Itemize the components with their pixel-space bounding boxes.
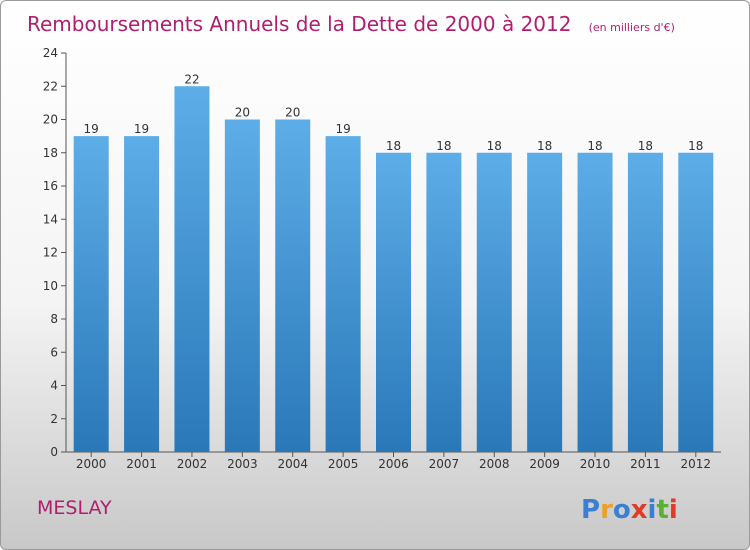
y-tick-label: 2 xyxy=(50,412,58,426)
logo-letter: t xyxy=(656,495,668,525)
bar-2008 xyxy=(476,152,512,452)
x-tick-label: 2000 xyxy=(76,457,107,471)
bar-2010 xyxy=(577,152,613,452)
bar-value-label: 18 xyxy=(638,139,653,153)
bar-2009 xyxy=(527,152,563,452)
x-tick-labels: 2000 2001 2002 2003 2004 2005 2006 2007 2008 2009… xyxy=(76,452,711,471)
chart-unit-note: (en milliers d'€) xyxy=(589,21,675,34)
chart-title: Remboursements Annuels de la Dette de 20… xyxy=(27,12,675,36)
commune-name: MESLAY xyxy=(37,497,112,519)
y-tick-label: 22 xyxy=(43,79,58,93)
y-tick-label: 8 xyxy=(50,312,58,326)
y-tick-label: 20 xyxy=(43,113,58,127)
logo-letter: r xyxy=(600,495,613,525)
x-tick-label: 2004 xyxy=(277,457,308,471)
bar-value-label: 18 xyxy=(537,139,552,153)
logo-letter: o xyxy=(613,495,631,525)
proxiti-logo: Proxiti xyxy=(581,495,678,525)
bar-2001 xyxy=(124,136,160,452)
x-tick-label: 2011 xyxy=(630,457,661,471)
bar-2006 xyxy=(376,152,411,452)
x-tick-label: 2009 xyxy=(529,457,560,471)
x-tick-label: 2007 xyxy=(429,457,460,471)
bar-value-label: 18 xyxy=(436,139,451,153)
logo-letter: i xyxy=(669,495,678,525)
logo-letter: i xyxy=(648,495,657,525)
bar-value-label: 18 xyxy=(587,139,602,153)
y-tick-label: 0 xyxy=(50,445,58,459)
x-tick-label: 2006 xyxy=(378,457,409,471)
bar-2011 xyxy=(627,152,663,452)
y-tick-label: 24 xyxy=(43,46,58,60)
logo-letter: P xyxy=(581,495,600,525)
bar-value-label: 20 xyxy=(235,106,250,120)
bars: 19 19 22 20 20 19 18 18 18 18 18 18 18 xyxy=(73,72,714,452)
chart-title-main: Remboursements Annuels de la Dette de 20… xyxy=(27,12,571,36)
bar-value-label: 19 xyxy=(134,122,149,136)
bar-value-label: 19 xyxy=(335,122,350,136)
logo-letter: x xyxy=(631,495,648,525)
bar-value-label: 22 xyxy=(184,72,199,86)
bar-value-label: 20 xyxy=(285,106,300,120)
y-tick-label: 10 xyxy=(43,279,58,293)
bar-value-label: 18 xyxy=(688,139,703,153)
bar-2004 xyxy=(275,119,311,452)
x-tick-label: 2001 xyxy=(126,457,157,471)
bar-2002 xyxy=(174,86,210,452)
x-tick-label: 2005 xyxy=(328,457,359,471)
y-tick-label: 12 xyxy=(43,246,58,260)
y-tick-label: 16 xyxy=(43,179,58,193)
y-tick-label: 4 xyxy=(50,379,58,393)
x-tick-label: 2008 xyxy=(479,457,510,471)
bar-2003 xyxy=(224,119,260,452)
bar-2007 xyxy=(426,152,462,452)
bar-2000 xyxy=(73,136,109,452)
x-tick-label: 2003 xyxy=(227,457,258,471)
bar-value-label: 19 xyxy=(84,122,99,136)
x-tick-label: 2002 xyxy=(177,457,208,471)
y-tick-label: 14 xyxy=(43,212,58,226)
bar-2005 xyxy=(325,136,361,452)
bar-value-label: 18 xyxy=(386,139,401,153)
y-tick-label: 6 xyxy=(50,345,58,359)
bar-2012 xyxy=(678,152,714,452)
x-tick-label: 2010 xyxy=(580,457,611,471)
y-tick-label: 18 xyxy=(43,146,58,160)
x-tick-label: 2012 xyxy=(681,457,712,471)
bar-value-label: 18 xyxy=(487,139,502,153)
